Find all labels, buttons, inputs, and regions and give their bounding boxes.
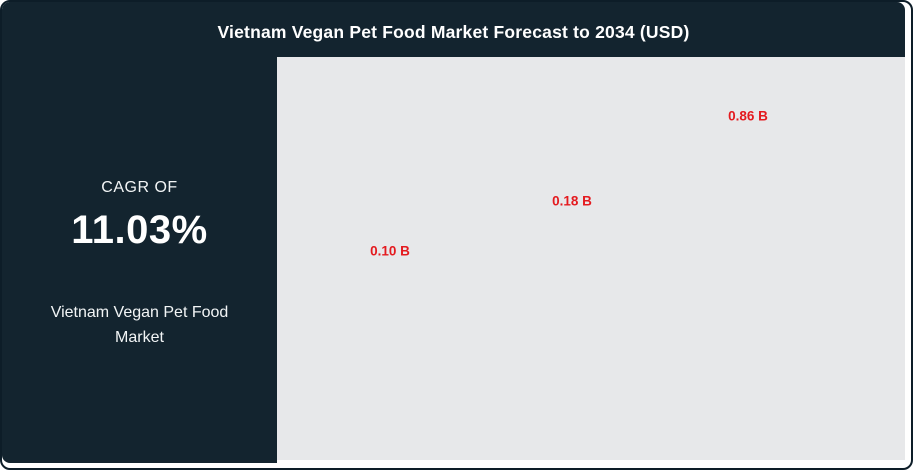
- cagr-value: 11.03%: [71, 208, 208, 252]
- data-label-2: 0.18 B: [552, 193, 592, 209]
- market-name: Vietnam Vegan Pet Food Market: [50, 304, 229, 346]
- data-label-1: 0.10 B: [370, 243, 410, 259]
- data-label-3: 0.86 B: [728, 108, 768, 124]
- chart-title: Vietnam Vegan Pet Food Market Forecast t…: [217, 21, 690, 42]
- cagr-sidebar: CAGR OF 11.03% Vietnam Vegan Pet Food Ma…: [2, 2, 277, 463]
- chart-header: Vietnam Vegan Pet Food Market Forecast t…: [2, 2, 905, 57]
- plot-area: 0.10 B 0.18 B 0.86 B: [277, 57, 905, 460]
- cagr-label: CAGR OF: [101, 179, 178, 196]
